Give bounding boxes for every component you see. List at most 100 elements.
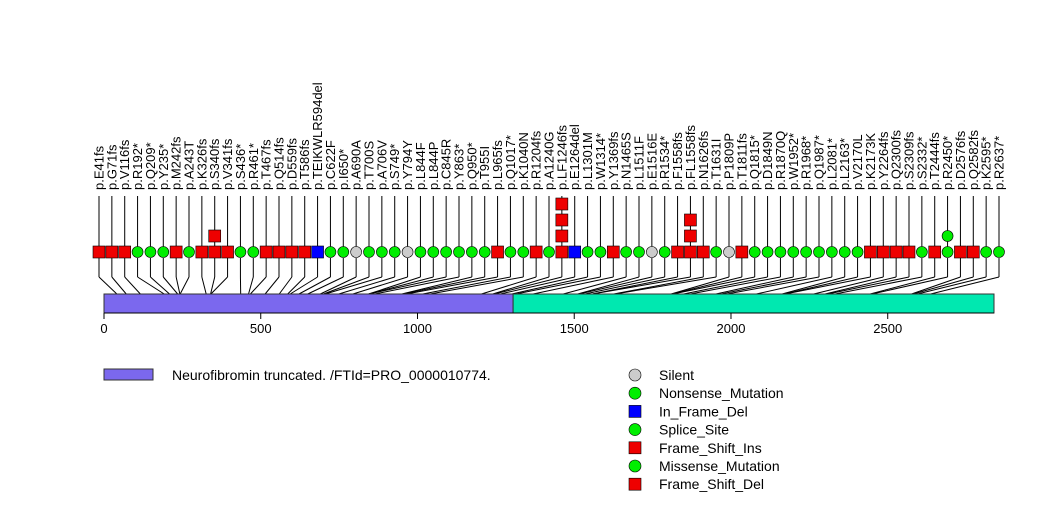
mutation-marker-square — [298, 245, 312, 259]
mutation-label: p.F1558fs — [670, 132, 685, 190]
mutation-label: p.Q1017* — [503, 135, 518, 190]
stem — [726, 276, 820, 295]
mutation-marker-circle — [710, 246, 722, 258]
stem — [784, 276, 858, 295]
mutation-label: p.R2450* — [940, 136, 955, 190]
stem — [670, 276, 730, 295]
mutation-marker-circle — [646, 246, 658, 258]
mutation-marker-square — [529, 245, 543, 259]
mutation-label: p.P1809P — [722, 133, 737, 190]
mutation-marker-square — [696, 245, 710, 259]
legend-swatch-square — [628, 441, 642, 455]
mutation-label: p.Y235* — [156, 144, 171, 190]
mutation-label: p.S340fs — [207, 138, 222, 190]
mutation-label: p.K2173K — [863, 133, 878, 190]
mutation-label: p.R192* — [130, 143, 145, 190]
mutation-label: p.T955I — [477, 146, 492, 190]
legend-swatch-circle — [628, 423, 642, 436]
mutation-label: p.C622F — [323, 140, 338, 190]
mutation-label: p.D2576fs — [953, 130, 968, 190]
mutation-label: p.G71fs — [104, 144, 119, 190]
mutation-label: p.V116fs — [117, 139, 132, 190]
stem — [871, 276, 948, 295]
mutation-label: p.L965fs — [490, 140, 505, 190]
stem — [834, 276, 922, 295]
axis-tick-label: 1500 — [560, 321, 589, 336]
stem — [374, 276, 460, 295]
mutation-marker-square — [684, 245, 697, 259]
mutation-label: p.N1465S — [619, 132, 634, 190]
legend: Neurofibromin truncated. /FTId=PRO_00000… — [103, 367, 784, 492]
mutation-marker-circle — [157, 246, 170, 258]
mutation-marker-square — [606, 245, 620, 259]
legend-label: In_Frame_Del — [659, 403, 748, 419]
mutation-marker-square — [272, 245, 286, 259]
mutation-marker-circle — [350, 246, 362, 258]
mutation-label: p.M242fs — [169, 136, 184, 190]
axis-tick-label: 0 — [100, 321, 107, 336]
mutation-label: p.L844P — [426, 142, 441, 190]
mutation-marker-circle — [414, 246, 427, 258]
stem — [563, 276, 627, 295]
stem — [323, 276, 370, 295]
mutation-label: p.E1516E — [644, 133, 659, 190]
mutation-marker-square — [311, 245, 324, 259]
mutation-marker-circle — [440, 246, 452, 258]
stem — [368, 276, 447, 295]
mutation-label: p.S2332* — [914, 137, 929, 191]
mutation-label: p.T586fs — [297, 139, 312, 190]
mutation-label: p.Y794Y — [400, 140, 415, 190]
mutation-label: p.K2595* — [979, 137, 994, 191]
mutation-label: p.S749* — [387, 144, 402, 190]
mutation-marker-square — [259, 245, 273, 259]
legend-label: Frame_Shift_Del — [659, 476, 764, 492]
mutation-label: p.T700S — [362, 141, 377, 190]
domain-bar — [512, 293, 995, 314]
mutation-marker-circle — [478, 246, 491, 258]
stem — [401, 276, 472, 295]
stem — [287, 276, 306, 295]
stem — [422, 276, 511, 295]
stem — [720, 276, 807, 295]
mutation-marker-circle — [723, 246, 735, 258]
legend-swatch-square — [628, 405, 642, 418]
mutation-label: p.Q209* — [143, 142, 158, 190]
mutation-marker-square — [118, 245, 132, 259]
mutation-marker-circle — [581, 246, 594, 258]
mutation-marker-circle — [594, 246, 607, 258]
mutation-label: p.A690A — [349, 140, 364, 190]
mutation-marker-square — [928, 245, 942, 259]
mutation-marker-circle — [813, 246, 825, 258]
mutation-label: p.R461* — [246, 143, 261, 190]
legend-label: Silent — [659, 367, 694, 383]
mutation-marker-square — [966, 245, 980, 259]
mutation-marker-square — [735, 245, 749, 259]
mutation-marker-circle — [337, 246, 350, 258]
mutation-marker-square — [902, 245, 916, 259]
mutation-marker-circle — [363, 246, 375, 258]
mutation-label: p.T1631I — [709, 139, 724, 190]
mutation-marker-circle — [517, 246, 530, 258]
stem — [813, 276, 884, 295]
mutation-label: p.Y1369fs — [606, 131, 621, 190]
mutation-label: p.Y863* — [452, 144, 467, 190]
mutation-marker-circle — [401, 246, 414, 258]
stem — [515, 276, 601, 295]
mutation-marker-circle — [851, 246, 864, 258]
mutation-label: p.TEIKWLR594del — [310, 82, 325, 190]
mutation-label: p.L1301M — [580, 132, 595, 190]
stem — [429, 276, 524, 295]
stem — [325, 276, 383, 295]
legend-swatch-circle — [628, 386, 642, 400]
domain-legend-label: Neurofibromin truncated. /FTId=PRO_00000… — [172, 367, 491, 383]
stem — [307, 276, 344, 295]
stem — [579, 276, 652, 295]
stem — [672, 276, 755, 295]
stem — [298, 276, 331, 295]
mutation-label: p.L1511F — [632, 136, 647, 190]
lollipop-markers — [92, 197, 1005, 259]
lollipop-stems — [98, 196, 1000, 295]
stem — [492, 276, 550, 295]
stem — [913, 276, 974, 295]
mutation-marker-circle — [183, 246, 195, 258]
